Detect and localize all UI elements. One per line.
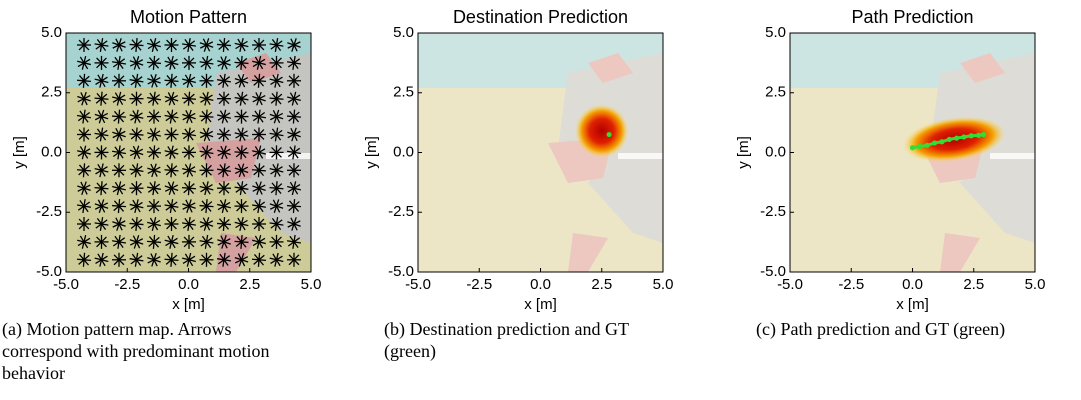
x-axis-label: x [m] xyxy=(524,296,557,313)
map-road xyxy=(990,153,1035,159)
heatmap xyxy=(575,104,629,158)
gt-point xyxy=(976,133,981,138)
y-tick-label: -2.5 xyxy=(760,203,786,220)
x-tick-label: 0.0 xyxy=(530,276,551,293)
y-tick-label: 0.0 xyxy=(41,143,62,160)
plot-area xyxy=(790,33,1035,272)
gt-point xyxy=(961,134,966,139)
gt-point xyxy=(939,139,944,144)
gt-point xyxy=(917,144,922,149)
gt-point xyxy=(981,132,986,137)
y-tick-label: 5.0 xyxy=(765,24,786,41)
caption: (c) Path prediction and GT (green) xyxy=(756,318,1056,340)
x-tick-label: 0.0 xyxy=(902,276,923,293)
x-tick-label: 0.0 xyxy=(178,276,199,293)
x-tick-label: 2.5 xyxy=(963,276,984,293)
map-road xyxy=(618,153,663,159)
x-tick-label: -2.5 xyxy=(114,276,140,293)
y-tick-label: -2.5 xyxy=(36,203,62,220)
plot-area xyxy=(66,33,311,272)
gt-point xyxy=(607,132,612,137)
x-tick-label: 5.0 xyxy=(653,276,674,293)
y-tick-label: -5.0 xyxy=(388,263,414,280)
gt-point xyxy=(925,143,930,148)
caption: (a) Motion pattern map. Arrows correspon… xyxy=(2,318,302,384)
page: -5.0 -2.5 0.0 2.5 5.0 -5.0 -2.5 0.0 2.5 5.0 Motion… xyxy=(0,0,1081,400)
y-tick-label: -5.0 xyxy=(36,263,62,280)
x-tick-label: -2.5 xyxy=(466,276,492,293)
gt-point xyxy=(947,137,952,142)
y-tick-label: 0.0 xyxy=(393,143,414,160)
y-axis-label: y [m] xyxy=(11,136,28,169)
y-axis-label: y [m] xyxy=(363,136,380,169)
chart-title: Motion Pattern xyxy=(130,7,247,27)
gt-point xyxy=(932,140,937,145)
y-tick-label: 2.5 xyxy=(393,84,414,101)
y-tick-label: 0.0 xyxy=(765,143,786,160)
gt-point xyxy=(910,145,915,150)
x-tick-label: -2.5 xyxy=(838,276,864,293)
caption: (b) Destination prediction and GT (green… xyxy=(384,318,684,362)
y-tick-label: 5.0 xyxy=(41,24,62,41)
x-axis-label: x [m] xyxy=(896,296,929,313)
y-tick-label: -2.5 xyxy=(388,203,414,220)
chart-title: Destination Prediction xyxy=(453,7,628,27)
y-tick-label: -5.0 xyxy=(760,263,786,280)
x-tick-label: 5.0 xyxy=(1025,276,1046,293)
y-tick-label: 5.0 xyxy=(393,24,414,41)
x-tick-label: 5.0 xyxy=(301,276,322,293)
y-axis-label: y [m] xyxy=(735,136,752,169)
x-axis-label: x [m] xyxy=(172,296,205,313)
plot-area xyxy=(418,33,663,272)
figure: -5.0 -2.5 0.0 2.5 5.0 -5.0 -2.5 0.0 2.5 5.0 Motion… xyxy=(0,0,1081,315)
gt-point xyxy=(954,136,959,141)
x-tick-label: 2.5 xyxy=(239,276,260,293)
x-tick-label: 2.5 xyxy=(591,276,612,293)
gt-point xyxy=(969,133,974,138)
y-tick-label: 2.5 xyxy=(765,84,786,101)
y-tick-label: 2.5 xyxy=(41,84,62,101)
chart-title: Path Prediction xyxy=(851,7,973,27)
